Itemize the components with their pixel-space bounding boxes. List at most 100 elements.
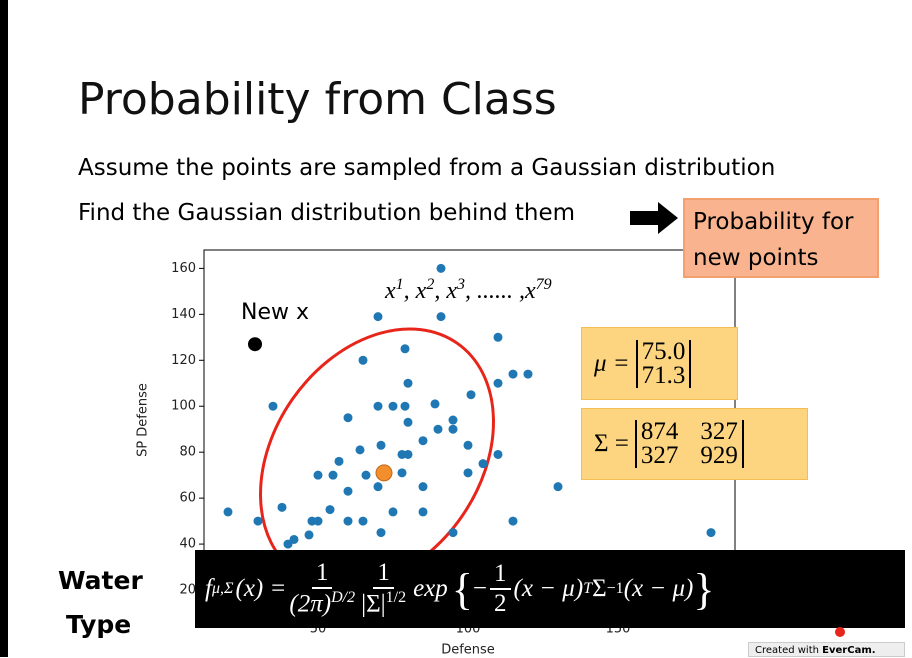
point [343, 486, 353, 496]
point [355, 445, 365, 455]
sample-text: x [385, 278, 396, 304]
point [448, 415, 458, 425]
point [223, 507, 233, 517]
sample-text: , ...... ,x [464, 278, 536, 304]
point [304, 530, 314, 540]
point [277, 502, 287, 512]
point [313, 516, 323, 526]
y-axis-label: SP Defense [136, 383, 151, 457]
y-tick-label: 120 [171, 353, 196, 368]
point [463, 440, 473, 450]
point [493, 378, 503, 388]
num: 1 [373, 559, 394, 590]
x-axis-label: Defense [441, 643, 495, 658]
point [268, 401, 278, 411]
point [375, 464, 393, 482]
point [358, 355, 368, 365]
matrix: 75.0 71.3 [635, 339, 692, 388]
point [397, 468, 407, 478]
sample-text: , x [403, 278, 427, 304]
point [373, 401, 383, 411]
point [388, 507, 398, 517]
superscript: 2 [426, 276, 435, 293]
num: 1 [311, 559, 333, 590]
point [358, 516, 368, 526]
point [448, 424, 458, 434]
den: 2 [494, 590, 507, 617]
side-label: Water [58, 566, 143, 595]
den: |Σ| [361, 590, 386, 618]
point [400, 401, 410, 411]
point [361, 470, 371, 480]
lhs: (x) = [235, 575, 287, 602]
y-tick-label: 60 [179, 491, 196, 506]
matrix: 874 327 327 929 [634, 418, 744, 469]
brace: } [693, 564, 715, 614]
num: 1 [490, 560, 511, 590]
point [376, 528, 386, 538]
fraction: 1 (2π)D/2 [289, 559, 355, 618]
term: (x − μ) [623, 575, 694, 602]
exp: T [583, 580, 593, 597]
point [448, 528, 458, 538]
point [418, 436, 428, 446]
point [418, 482, 428, 492]
mean-symbol: μ = [594, 349, 630, 377]
edge-bar [0, 0, 8, 657]
superscript: 3 [456, 276, 465, 293]
point [313, 470, 323, 480]
point [436, 312, 446, 322]
term: (x − μ) [513, 575, 584, 602]
point [523, 369, 533, 379]
fraction: 1 |Σ|1/2 [361, 559, 406, 618]
mean-box: μ = 75.0 71.3 [581, 327, 738, 400]
point [493, 332, 503, 342]
sample-text: , x [434, 278, 457, 304]
covariance-box: Σ = 874 327 327 929 [581, 408, 808, 480]
point [403, 449, 413, 459]
point [343, 413, 353, 423]
y-tick-label: 100 [171, 399, 196, 414]
point [706, 528, 716, 538]
entry: 327 [640, 442, 679, 469]
point [343, 516, 353, 526]
arrow [630, 202, 678, 234]
point [376, 440, 386, 450]
f: f [205, 575, 212, 602]
point [466, 390, 476, 400]
y-tick-label: 160 [171, 261, 196, 276]
point [508, 369, 518, 379]
cursor-dot [835, 627, 845, 637]
point [508, 516, 518, 526]
superscript: 79 [535, 276, 552, 293]
superscript: 1 [395, 276, 404, 293]
sub: μ,Σ [211, 580, 234, 597]
y-tick-label: 140 [171, 307, 196, 322]
slide-title: Probability from Class [78, 74, 557, 125]
watermark-brand: EverCam. [822, 645, 876, 656]
exp: 1/2 [385, 589, 407, 607]
callout-box: Probability for new points [683, 198, 879, 278]
point [248, 337, 262, 352]
point [478, 459, 488, 469]
point [373, 482, 383, 492]
bullet: Assume the points are sampled from a Gau… [78, 155, 776, 181]
exp: −1 [606, 580, 624, 597]
minus: − [472, 575, 488, 602]
point [373, 312, 383, 322]
den: (2π) [289, 590, 332, 618]
entry: 929 [700, 442, 738, 469]
point [403, 417, 413, 427]
y-tick-label: 80 [179, 445, 196, 460]
point [418, 507, 428, 517]
bullet: Find the Gaussian distribution behind th… [78, 200, 576, 226]
y-tick-label: 40 [179, 537, 196, 552]
point [553, 482, 563, 492]
entry: 327 [700, 418, 738, 445]
point [463, 468, 473, 478]
point [334, 456, 344, 466]
point [253, 516, 263, 526]
y-tick-label: 20 [179, 583, 196, 598]
